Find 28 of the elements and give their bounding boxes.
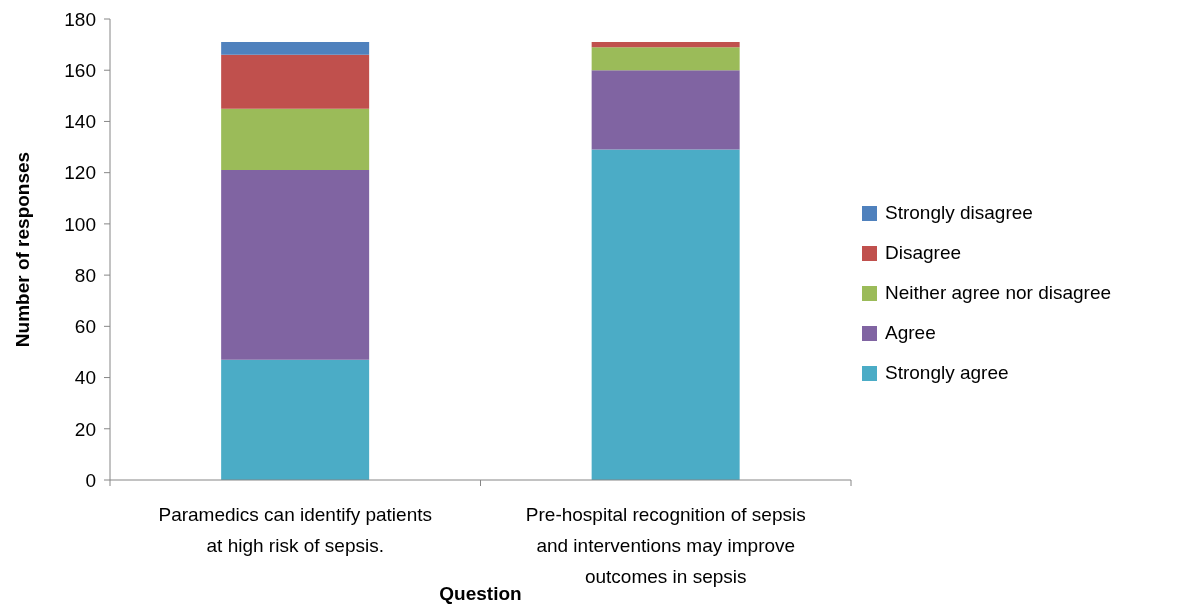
y-tick-label: 180 xyxy=(64,8,96,30)
y-tick-label: 140 xyxy=(64,111,96,133)
y-tick-label: 20 xyxy=(74,418,96,440)
y-tick-label: 80 xyxy=(74,264,96,286)
bar xyxy=(591,149,740,480)
bar xyxy=(591,42,740,48)
x-axis-title: Question xyxy=(439,582,522,604)
y-tick-label: 160 xyxy=(64,59,96,81)
bar xyxy=(591,70,740,150)
x-tick-label: Paramedics can identify patients at high risk of sepsis. xyxy=(158,504,433,556)
y-tick-label: 120 xyxy=(64,162,96,184)
y-tick-label: 40 xyxy=(74,367,96,389)
legend-label: Neither agree nor disagree xyxy=(885,282,1112,304)
legend-label: Strongly agree xyxy=(885,362,1009,384)
bar xyxy=(221,42,370,55)
legend-label: Agree xyxy=(885,322,936,344)
legend-label: Strongly disagree xyxy=(885,202,1033,224)
y-axis-title: Number of responses xyxy=(11,151,33,348)
y-tick-label: 0 xyxy=(85,469,96,491)
legend-label: Disagree xyxy=(885,242,962,264)
y-tick-label: 60 xyxy=(74,316,96,338)
bar xyxy=(221,108,370,171)
bar xyxy=(221,54,370,109)
x-tick-label: Pre-hospital recognition of sepsis and interventions may improve outcomes in sepsis xyxy=(525,504,806,587)
bar xyxy=(221,359,370,480)
y-tick-label: 100 xyxy=(64,213,96,235)
bar xyxy=(591,47,740,71)
bar xyxy=(221,170,370,360)
